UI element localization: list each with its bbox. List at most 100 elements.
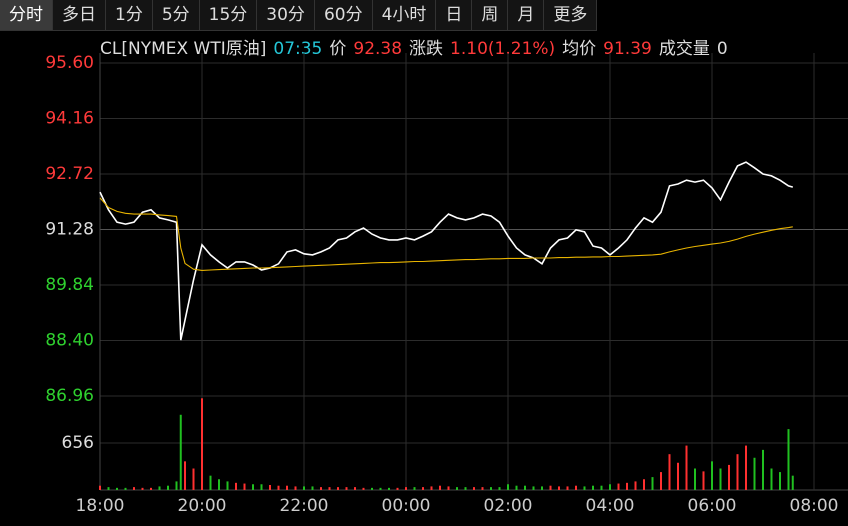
- volume-bar: [303, 486, 305, 490]
- tab[interactable]: 30分: [257, 0, 315, 30]
- volume-bar: [779, 472, 781, 490]
- label: 成交量: [658, 39, 710, 59]
- volume-bar: [362, 487, 365, 490]
- y-tick-label: 94.16: [45, 109, 94, 129]
- y-tick-label: 89.84: [45, 275, 94, 295]
- volume-bar: [770, 468, 773, 490]
- volume-bar: [566, 486, 569, 490]
- y-tick-label: 86.96: [45, 386, 94, 406]
- volume-bar: [99, 485, 101, 490]
- volume-bar: [422, 487, 424, 490]
- volume-bar: [719, 468, 722, 490]
- avg-price: 91.39: [603, 39, 652, 59]
- volume-bar: [736, 454, 739, 490]
- volume-bar: [626, 482, 628, 490]
- tab[interactable]: 60分: [315, 0, 373, 30]
- volume-bar: [175, 481, 178, 490]
- volume-bar: [430, 486, 433, 490]
- volume-bar: [617, 483, 620, 490]
- volume-bar: [515, 485, 518, 490]
- volume-bar: [413, 487, 416, 490]
- x-tick-label: 18:00: [76, 496, 125, 516]
- volume-bar: [600, 485, 603, 490]
- tab[interactable]: 月: [508, 0, 545, 30]
- tab[interactable]: 多日: [53, 0, 106, 30]
- x-tick-label: 20:00: [178, 496, 227, 516]
- volume-bar: [269, 484, 271, 490]
- y-tick-label: 91.28: [45, 220, 94, 240]
- volume-bar: [124, 487, 127, 490]
- volume-bar: [184, 461, 186, 490]
- volume-bar: [141, 487, 144, 490]
- volume-bar: [592, 485, 594, 490]
- volume-bar: [179, 414, 182, 490]
- volume-bar: [507, 484, 509, 490]
- volume-bar: [201, 398, 203, 490]
- volume-bar: [787, 429, 790, 490]
- volume-bar: [150, 487, 152, 490]
- volume-bar: [558, 486, 560, 490]
- volume-bar: [583, 486, 586, 490]
- x-tick-label: 22:00: [280, 496, 329, 516]
- tab[interactable]: 更多: [544, 0, 598, 30]
- volume-bar: [549, 485, 552, 490]
- volume-bar: [464, 487, 467, 490]
- x-tick-label: 08:00: [790, 496, 839, 516]
- volume-bar: [192, 468, 195, 490]
- instrument: CL[NYMEX WTI原油]: [100, 39, 267, 59]
- volume-bar: [294, 486, 297, 490]
- tab[interactable]: 周: [472, 0, 509, 30]
- volume-bar: [660, 472, 662, 490]
- volume-bar: [447, 486, 450, 490]
- price: 92.38: [353, 39, 403, 59]
- y2-tick-label: 656: [62, 433, 94, 453]
- y-tick-label: 88.40: [45, 331, 94, 351]
- volume-bar: [379, 487, 382, 490]
- volume-bar: [702, 471, 705, 490]
- volume-bar: [345, 487, 348, 490]
- volume-bar: [668, 454, 671, 490]
- volume-bar: [371, 487, 373, 490]
- volume-bar: [791, 475, 794, 490]
- volume-bar: [243, 483, 246, 490]
- y-tick-label: 95.60: [45, 53, 94, 73]
- volume-bar: [762, 449, 764, 490]
- tab-bar: 分时 多日 1分 5分 15分 30分 60分 4小时日周月更多: [0, 0, 598, 31]
- tab[interactable]: 日: [436, 0, 473, 30]
- tab[interactable]: 1分: [106, 0, 153, 30]
- tab[interactable]: 5分: [153, 0, 200, 30]
- volume-bar: [456, 487, 458, 490]
- x-tick-label: 00:00: [382, 496, 431, 516]
- volume-bar: [498, 487, 501, 490]
- label: 涨跌: [409, 39, 444, 59]
- time: 07:35: [273, 39, 323, 59]
- volume-bar: [481, 487, 484, 490]
- volume-bar: [575, 485, 577, 490]
- volume-bar: [107, 487, 110, 490]
- volume-bar: [753, 457, 756, 490]
- volume-bar: [277, 485, 280, 490]
- quote-info: CL[NYMEX WTI原油] 07:35 价 92.38 涨跌 1.10(1.21%) 均…: [100, 34, 735, 59]
- volume-bar: [524, 485, 526, 490]
- tab[interactable]: 15分: [200, 0, 258, 30]
- volume-bar: [311, 486, 314, 490]
- volume-bar: [405, 487, 407, 490]
- volume-bar: [490, 487, 492, 490]
- volume-bar: [260, 484, 263, 490]
- volume-bar: [235, 482, 237, 490]
- volume-bar: [328, 487, 331, 490]
- volume-bar: [209, 475, 212, 490]
- volume: 0: [716, 39, 728, 59]
- tab[interactable]: 分时: [0, 0, 53, 30]
- volume-bar: [677, 462, 679, 490]
- x-tick-label: 06:00: [688, 496, 737, 516]
- volume-bar: [116, 487, 118, 490]
- volume-bar: [286, 485, 288, 490]
- volume-bar: [396, 487, 399, 490]
- volume-bar: [133, 487, 135, 490]
- price-line: [99, 197, 793, 271]
- volume-bar: [745, 445, 747, 490]
- x-tick-label: 04:00: [586, 496, 635, 516]
- tab[interactable]: 4小时: [373, 0, 437, 30]
